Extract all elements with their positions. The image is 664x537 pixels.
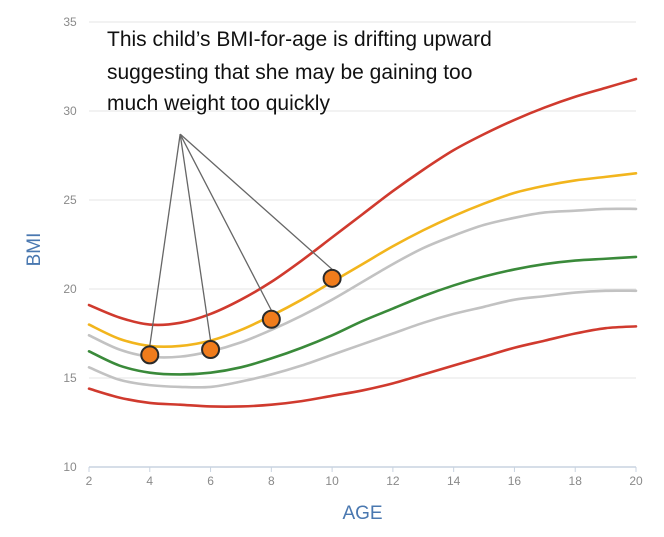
percentile-curve-3: [87, 207, 638, 359]
measurement-point-2: [201, 340, 221, 360]
y-tick-15: 15: [63, 371, 77, 385]
y-tick-10: 10: [63, 460, 77, 474]
pointer-line-4: [179, 133, 333, 270]
annotation-line-1: This child’s BMI-for-age is drifting upw…: [107, 28, 492, 51]
y-tick-25: 25: [63, 193, 77, 207]
x-tick-2: 2: [86, 474, 93, 488]
x-axis-label: AGE: [342, 503, 382, 524]
y-axis-ticks: 10 15 20 25 30 35: [63, 15, 77, 474]
y-tick-30: 30: [63, 104, 77, 118]
x-tick-18: 18: [569, 474, 583, 488]
x-tick-10: 10: [325, 474, 339, 488]
x-tick-12: 12: [386, 474, 400, 488]
measurement-point-4: [322, 268, 342, 288]
x-tick-16: 16: [508, 474, 522, 488]
x-tick-8: 8: [268, 474, 275, 488]
percentile-curves: [87, 77, 638, 409]
y-tick-20: 20: [63, 282, 77, 296]
annotation-text: This child’s BMI-for-age is drifting upw…: [107, 28, 492, 115]
percentile-curve-2: [87, 172, 638, 349]
annotation-pointer-lines: [149, 133, 333, 346]
pointer-line-1: [149, 134, 181, 346]
annotation-line-3: much weight too quickly: [107, 92, 330, 115]
measurement-point-3: [261, 309, 281, 329]
child-measurements: [140, 268, 342, 365]
x-tick-4: 4: [146, 474, 153, 488]
pointer-line-2: [179, 134, 212, 341]
y-axis-label: BMI: [24, 233, 45, 267]
x-tick-14: 14: [447, 474, 461, 488]
x-tick-20: 20: [629, 474, 643, 488]
percentile-curve-4: [87, 255, 638, 376]
x-tick-6: 6: [207, 474, 214, 488]
percentile-curve-5: [87, 289, 638, 389]
grid-lines: [89, 21, 636, 379]
y-tick-35: 35: [63, 15, 77, 29]
percentile-curve-1: [87, 77, 638, 327]
percentile-curve-6: [87, 325, 638, 409]
annotation-line-2: suggesting that she may be gaining too: [107, 61, 472, 84]
pointer-line-3: [179, 133, 272, 311]
measurement-point-1: [140, 345, 160, 365]
x-axis-ticks: 2 4 6 8 10 12 14 16 18 20: [86, 467, 643, 488]
